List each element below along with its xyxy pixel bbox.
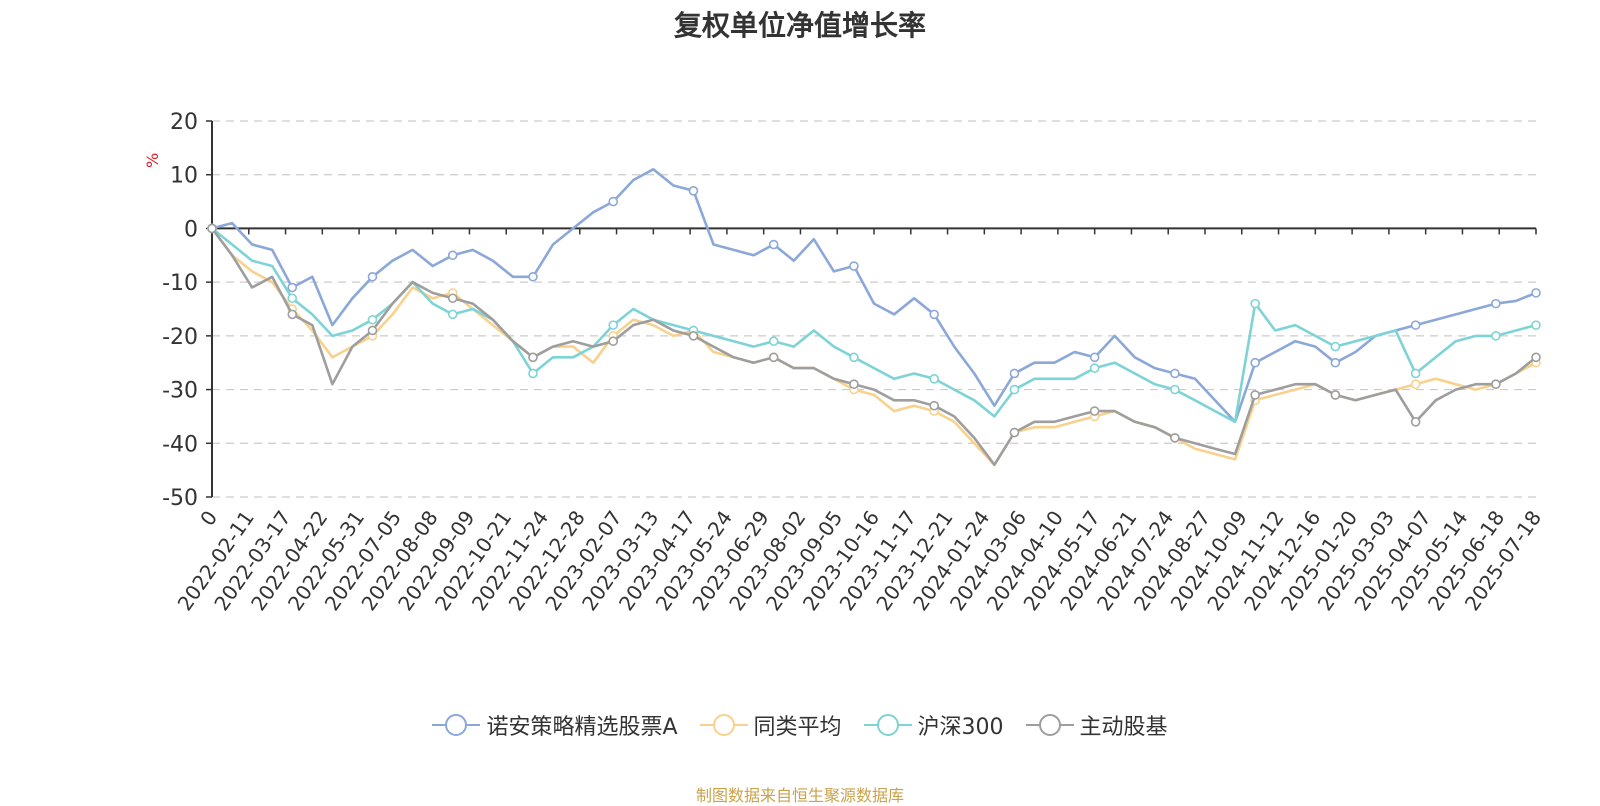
legend-marker-icon — [699, 714, 748, 736]
data-point — [1250, 357, 1260, 368]
data-point — [688, 186, 699, 196]
data-point — [1531, 352, 1541, 363]
y-tick-label: 0 — [184, 217, 198, 242]
data-point — [1491, 298, 1501, 309]
data-point — [287, 282, 298, 293]
data-point — [608, 336, 619, 347]
data-point — [1410, 320, 1421, 330]
data-point — [1009, 368, 1020, 379]
axes — [206, 120, 1537, 498]
data-point — [1330, 341, 1341, 352]
data-point — [367, 325, 378, 336]
data-point — [1491, 331, 1501, 341]
data-point — [849, 379, 859, 390]
data-point — [849, 352, 859, 363]
source-note: 制图数据来自恒生聚源数据库 — [695, 786, 904, 805]
data-point — [608, 320, 619, 330]
data-point — [1330, 390, 1341, 400]
y-tick-label: -40 — [162, 432, 198, 457]
legend: 诺安策略精选股票A 同类平均 沪深300 主动股基 — [0, 708, 1600, 742]
data-point — [367, 271, 378, 282]
data-point — [1250, 390, 1260, 400]
data-point — [1531, 320, 1541, 330]
data-point — [1330, 357, 1341, 368]
legend-item-peer-average[interactable]: 同类平均 — [699, 709, 842, 741]
y-tick-label: 20 — [170, 110, 198, 135]
data-point — [1410, 379, 1421, 390]
data-point — [929, 374, 939, 384]
y-tick-label: -50 — [162, 486, 198, 511]
data-point — [287, 309, 298, 320]
data-point — [688, 331, 699, 341]
legend-marker-icon — [863, 714, 912, 736]
series-line-3 — [210, 227, 1537, 467]
data-point — [447, 250, 458, 261]
y-tick-label: 10 — [170, 164, 198, 189]
data-point — [528, 368, 538, 379]
series-line-2 — [211, 227, 1537, 424]
data-point — [528, 271, 538, 282]
y-axis-unit: % — [143, 153, 162, 168]
data-point — [1170, 384, 1180, 395]
legend-item-csi300[interactable]: 沪深300 — [863, 709, 1004, 741]
data-point — [1170, 433, 1180, 443]
legend-label: 主动股基 — [1079, 715, 1168, 740]
legend-label: 诺安策略精选股票A — [486, 715, 678, 740]
legend-label: 同类平均 — [753, 715, 842, 740]
data-point — [207, 223, 217, 234]
data-point — [447, 309, 458, 320]
legend-marker-icon — [1025, 714, 1074, 736]
legend-item-active-equity[interactable]: 主动股基 — [1025, 709, 1168, 741]
data-point — [768, 352, 779, 363]
series-lines — [207, 168, 1541, 467]
data-point — [1009, 384, 1020, 395]
data-point — [447, 293, 458, 304]
legend-item-fund[interactable]: 诺安策略精选股票A — [432, 709, 678, 741]
data-point — [1009, 427, 1020, 438]
data-point — [768, 239, 779, 250]
legend-marker-icon — [432, 714, 481, 736]
data-point — [608, 196, 619, 207]
data-point — [1410, 416, 1421, 427]
data-point — [528, 352, 538, 363]
data-point — [1410, 368, 1421, 379]
chart-title: 复权单位净值增长率 — [673, 9, 926, 42]
data-point — [1250, 298, 1260, 309]
data-point — [1491, 379, 1501, 390]
data-point — [929, 400, 939, 411]
data-point — [849, 261, 859, 271]
data-point — [367, 314, 378, 325]
data-point — [1089, 406, 1100, 416]
series-line-0 — [211, 168, 1537, 424]
data-point — [929, 309, 939, 320]
y-tick-label: -20 — [162, 325, 198, 350]
data-point — [1089, 363, 1100, 373]
y-tick-label: -10 — [162, 271, 198, 296]
data-point — [1531, 288, 1541, 298]
data-point — [1170, 368, 1180, 379]
y-tick-label: -30 — [162, 379, 198, 404]
data-point — [768, 336, 779, 347]
data-point — [287, 293, 298, 304]
x-tick-label: 0 — [195, 506, 222, 530]
data-point — [1089, 352, 1100, 363]
grid-lines — [212, 120, 1536, 498]
legend-label: 沪深300 — [917, 715, 1004, 740]
